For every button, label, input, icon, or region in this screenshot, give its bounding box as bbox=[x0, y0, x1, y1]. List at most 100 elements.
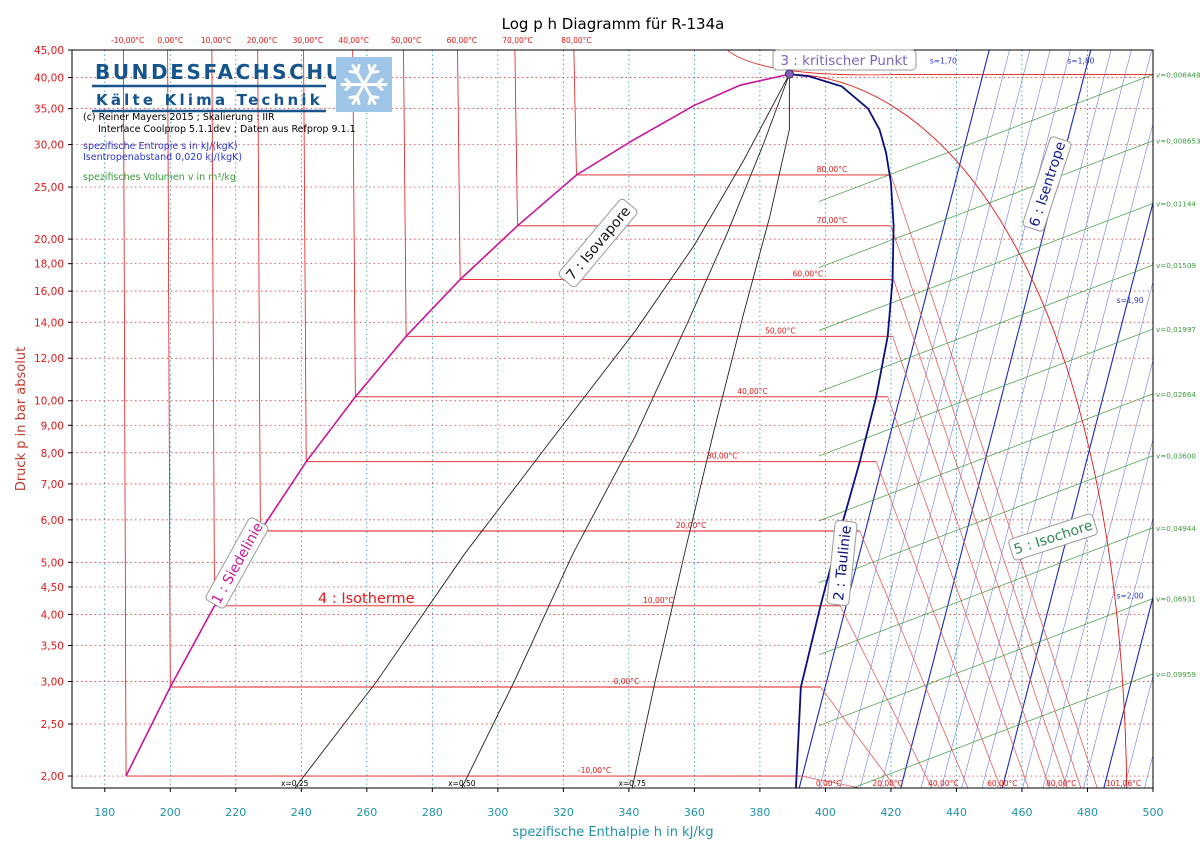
isotherm-label: 50,00°C bbox=[765, 326, 795, 335]
credits-line-1: (c) Reiner Mayers 2015 ; Skalierung : II… bbox=[83, 112, 275, 123]
legend-volume: spezifisches Volumen v in m³/kg bbox=[83, 172, 236, 183]
quality-line bbox=[294, 73, 790, 788]
logo-line-2: Kälte Klima Technik bbox=[96, 91, 323, 109]
callout-taulinie: 2 : Taulinie bbox=[826, 519, 858, 607]
isentrope-line bbox=[839, 50, 1031, 788]
y-tick-label: 3,00 bbox=[41, 676, 64, 688]
x-tick-label: 440 bbox=[946, 806, 967, 819]
isotherm-vapor bbox=[890, 174, 1098, 788]
isentrope-line bbox=[1062, 438, 1153, 788]
isotherm-liquid bbox=[167, 50, 171, 687]
quality-label: x=0,25 bbox=[281, 779, 309, 788]
legend-isentrope-spacing: Isentropenabstand 0,020 kJ/(kgK) bbox=[83, 152, 242, 163]
x-tick-label: 380 bbox=[749, 806, 770, 819]
x-tick-label: 480 bbox=[1077, 806, 1098, 819]
x-tick-label: 200 bbox=[160, 806, 181, 819]
y-tick-label: 9,00 bbox=[41, 420, 64, 432]
isotherm-liquid bbox=[403, 50, 407, 337]
x-tick-label: 400 bbox=[815, 806, 836, 819]
isotherm-vapor bbox=[875, 461, 1002, 788]
bottom-temperature-label: 80,00°C bbox=[1046, 779, 1076, 788]
y-tick-label: 18,00 bbox=[34, 259, 64, 271]
chart-title: Log p h Diagramm für R-134a bbox=[502, 15, 725, 33]
top-temperature-label: 20,00°C bbox=[247, 36, 277, 45]
x-tick-label: 420 bbox=[880, 806, 901, 819]
isochore-line bbox=[851, 673, 1153, 788]
isotherm-critical bbox=[726, 50, 1153, 76]
isochore-label: v=0,01997 bbox=[1156, 325, 1196, 334]
isentrope-line bbox=[961, 50, 1152, 788]
isochore-label: v=0,09959 bbox=[1156, 670, 1196, 679]
x-tick-label: 320 bbox=[553, 806, 574, 819]
isotherm-label: 20,00°C bbox=[676, 521, 706, 530]
isotherm-supercritical bbox=[789, 73, 1128, 788]
quality-layer bbox=[294, 73, 790, 788]
y-tick-label: 25,00 bbox=[34, 182, 64, 194]
isentrope-line bbox=[1042, 359, 1153, 788]
y-tick-label: 3,50 bbox=[41, 641, 64, 653]
isotherm-vapor bbox=[893, 279, 1068, 788]
isotherm-liquid bbox=[123, 50, 127, 777]
callout-taulinie-text: 2 : Taulinie bbox=[831, 525, 855, 602]
saturated-vapor-line bbox=[789, 73, 895, 688]
isotherm-label: 70,00°C bbox=[817, 216, 847, 225]
axis-layer: 180 200 220 240 260 280 300 320 340 360 380 400 420 4… bbox=[34, 45, 1164, 819]
credits-line-2: Interface Coolprop 5.1.1dev ; Daten aus … bbox=[98, 124, 356, 135]
top-temperature-label: 10,00°C bbox=[201, 36, 231, 45]
logo-block: BUNDESFACHSCHULE Kälte Klima Technik bbox=[92, 57, 392, 113]
x-tick-label: 240 bbox=[291, 806, 312, 819]
x-axis-title: spezifische Enthalpie h in kJ/kg bbox=[512, 825, 713, 840]
legend-entropy: spezifische Entropie s in kJ/(kgK) bbox=[83, 141, 238, 152]
y-tick-label: 16,00 bbox=[34, 286, 64, 298]
isochore-line bbox=[818, 455, 1153, 584]
y-tick-label: 7,00 bbox=[41, 479, 64, 491]
isentrope-line bbox=[1001, 200, 1153, 788]
isotherm-label: 60,00°C bbox=[793, 269, 823, 278]
isentrope-label: s=1,80 bbox=[1067, 56, 1094, 65]
y-tick-label: 5,00 bbox=[41, 557, 64, 569]
isentrope-line bbox=[941, 50, 1132, 788]
x-tick-label: 300 bbox=[487, 806, 508, 819]
isotherm-label: 40,00°C bbox=[737, 387, 767, 396]
isochore-line bbox=[818, 264, 1153, 393]
isentrope-line bbox=[981, 122, 1153, 788]
y-tick-label: 2,50 bbox=[41, 719, 64, 731]
isotherm-vapor bbox=[800, 775, 860, 788]
isochore-line bbox=[818, 598, 1153, 726]
isentrope-line bbox=[1022, 280, 1153, 788]
top-temperature-label: 0,00°C bbox=[157, 36, 183, 45]
y-tick-label: 10,00 bbox=[34, 396, 64, 408]
isotherm-liquid bbox=[573, 50, 577, 175]
callout-kritischer-punkt-text: 3 : kritischer Punkt bbox=[780, 53, 907, 69]
top-temperature-label: 70,00°C bbox=[502, 36, 532, 45]
x-tick-label: 280 bbox=[422, 806, 443, 819]
quality-label: x=0,50 bbox=[448, 779, 476, 788]
isochore-label: v=0,02664 bbox=[1156, 390, 1196, 399]
top-temperature-label: 50,00°C bbox=[391, 36, 421, 45]
bottom-temperature-label: 101,06°C bbox=[1106, 779, 1141, 788]
label-layer: s=1,70 s=1,80 s=1,90 s=2,00 v=0,006448 v=0,00… bbox=[111, 36, 1200, 788]
isochore-label: v=0,03600 bbox=[1156, 452, 1196, 461]
isentrope-line bbox=[1083, 517, 1153, 788]
y-tick-label: 20,00 bbox=[34, 234, 64, 246]
isentrope-line bbox=[859, 50, 1051, 788]
plot-frame bbox=[71, 49, 1154, 789]
callout-isotherme-text: 4 : Isotherme bbox=[318, 591, 415, 607]
x-tick-label: 220 bbox=[225, 806, 246, 819]
y-tick-label: 14,00 bbox=[34, 317, 64, 329]
isentrope-line bbox=[798, 50, 990, 788]
isotherm-vapor bbox=[890, 225, 1082, 788]
isotherm-liquid bbox=[514, 50, 518, 226]
isochore-line bbox=[818, 203, 1153, 331]
isotherm-label: 80,00°C bbox=[817, 165, 847, 174]
y-tick-label: 35,00 bbox=[34, 104, 64, 116]
snowflake-icon bbox=[336, 57, 392, 112]
isotherm-vapor bbox=[892, 336, 1051, 788]
x-tick-label: 340 bbox=[618, 806, 639, 819]
bottom-temperature-label: 40,00°C bbox=[928, 779, 958, 788]
top-temperature-label: 30,00°C bbox=[293, 36, 323, 45]
isentrope-label: s=1,90 bbox=[1117, 296, 1144, 305]
isochore-line bbox=[818, 328, 1153, 457]
x-tick-label: 360 bbox=[684, 806, 705, 819]
